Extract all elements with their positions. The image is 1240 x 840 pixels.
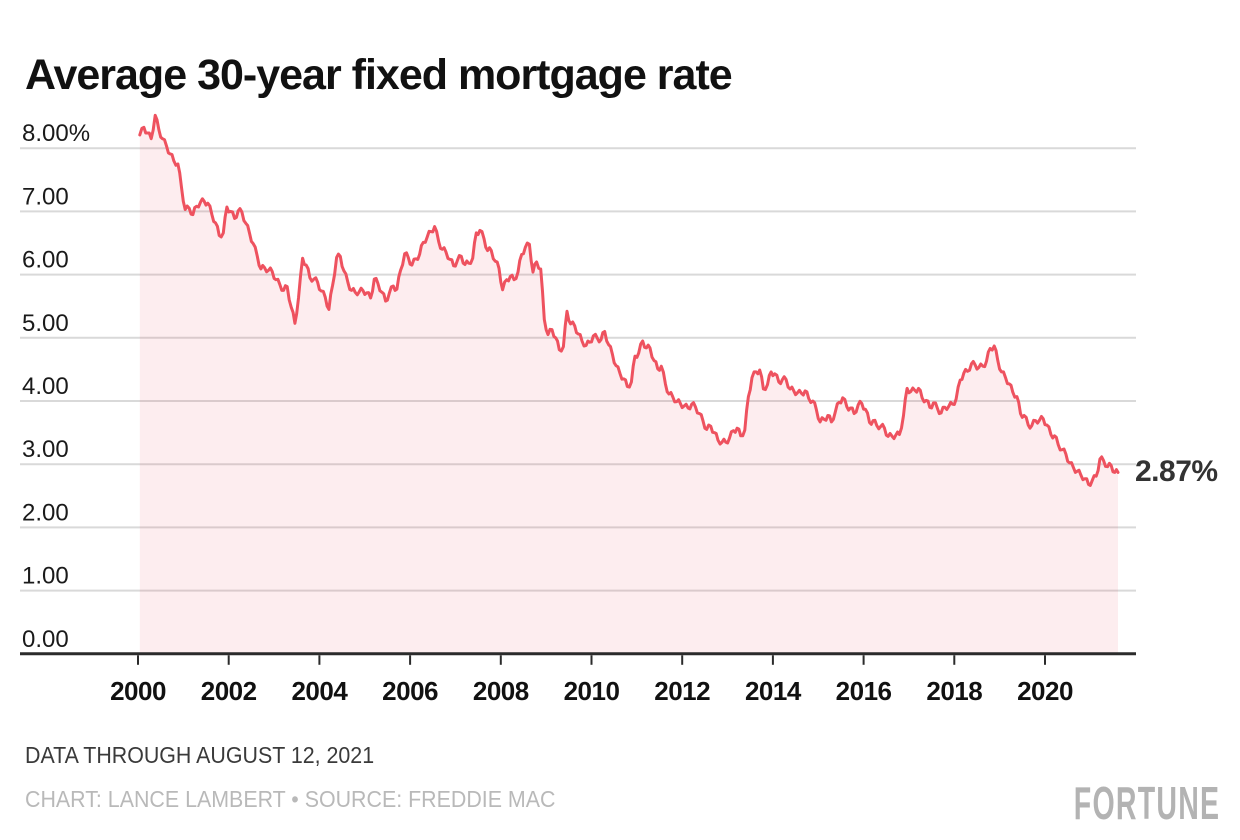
rate-line: [138, 113, 1120, 487]
page-title: Average 30-year fixed mortgage rate: [25, 50, 733, 99]
chart-source-byline: CHART: LANCE LAMBERT • SOURCE: FREDDIE M…: [25, 786, 556, 812]
y-axis-label: 7.00: [22, 183, 69, 210]
area-fill: [139, 115, 1119, 654]
y-axis-label: 6.00: [22, 247, 69, 274]
y-axis-label: 5.00: [22, 310, 69, 337]
x-axis-label: 2010: [564, 676, 620, 706]
y-axis-label: 4.00: [22, 373, 69, 400]
fortune-logo: FORTUNE: [1073, 777, 1220, 829]
x-axis-label: 2012: [654, 676, 710, 706]
data-through-note: DATA THROUGH AUGUST 12, 2021: [25, 742, 375, 768]
y-axis-label: 0.00: [22, 626, 69, 653]
y-axis-label: 1.00: [22, 563, 69, 590]
x-axis-label: 2004: [291, 676, 348, 706]
x-axis-label: 2020: [1017, 676, 1073, 706]
x-axis-label: 2016: [836, 676, 892, 706]
y-axis-label: 3.00: [22, 436, 69, 463]
x-axis-label: 2000: [110, 676, 166, 706]
x-axis-label: 2008: [473, 676, 529, 706]
x-axis-label: 2006: [382, 676, 438, 706]
end-value-label: 2.87%: [1135, 455, 1218, 489]
y-axis-label: 2.00: [22, 499, 69, 526]
x-axis-label: 2014: [745, 676, 802, 706]
x-axis-label: 2002: [201, 676, 257, 706]
y-axis-label: 8.00%: [22, 120, 90, 147]
x-axis-label: 2018: [926, 676, 982, 706]
